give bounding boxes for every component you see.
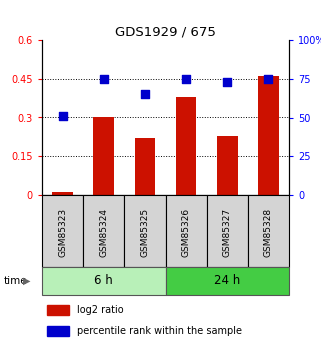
Text: ▶: ▶ — [23, 276, 30, 286]
Text: GSM85328: GSM85328 — [264, 208, 273, 257]
Bar — [166, 267, 289, 295]
Text: GSM85323: GSM85323 — [58, 208, 67, 257]
Text: GSM85326: GSM85326 — [182, 208, 191, 257]
Bar — [47, 326, 69, 336]
Text: GSM85325: GSM85325 — [140, 208, 149, 257]
Bar — [166, 195, 207, 267]
Bar — [93, 118, 114, 195]
Text: 24 h: 24 h — [214, 275, 240, 287]
Point — [225, 79, 230, 85]
Bar — [83, 195, 124, 267]
Point — [60, 113, 65, 119]
Bar — [52, 193, 73, 195]
Title: GDS1929 / 675: GDS1929 / 675 — [115, 26, 216, 39]
Point — [266, 76, 271, 81]
Bar — [258, 76, 279, 195]
Bar — [42, 195, 83, 267]
Bar — [217, 136, 238, 195]
Bar — [176, 97, 196, 195]
Bar — [124, 195, 166, 267]
Bar — [134, 138, 155, 195]
Bar — [47, 305, 69, 315]
Bar — [207, 195, 248, 267]
Point — [101, 76, 106, 81]
Text: log2 ratio: log2 ratio — [77, 305, 123, 315]
Text: GSM85327: GSM85327 — [223, 208, 232, 257]
Text: time: time — [3, 276, 27, 286]
Bar — [248, 195, 289, 267]
Point — [142, 91, 147, 97]
Text: percentile rank within the sample: percentile rank within the sample — [77, 326, 242, 336]
Text: 6 h: 6 h — [94, 275, 113, 287]
Bar — [42, 267, 166, 295]
Text: GSM85324: GSM85324 — [99, 208, 108, 257]
Point — [184, 76, 189, 81]
